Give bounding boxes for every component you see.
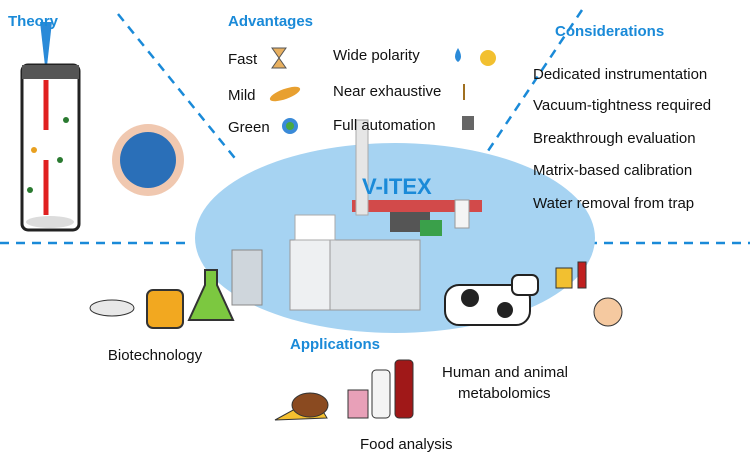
application: Biotechnology <box>108 347 203 364</box>
advantage: Mild <box>228 87 256 104</box>
advantage-icons <box>269 47 496 134</box>
section-title: Applications <box>290 336 380 353</box>
metabolomics-icons <box>444 261 623 327</box>
consideration: Matrix-based calibration <box>533 162 692 179</box>
biotech-icons <box>89 269 235 329</box>
advantage: Green <box>228 119 270 136</box>
application: Human and animal <box>442 364 568 381</box>
consideration: Breakthrough evaluation <box>533 130 696 147</box>
instrument <box>231 119 482 311</box>
advantage: Near exhaustive <box>333 83 441 100</box>
section-title: Considerations <box>555 23 664 40</box>
application: metabolomics <box>458 385 551 402</box>
divider <box>480 9 584 161</box>
consideration: Water removal from trap <box>533 195 694 212</box>
section-title: Advantages <box>228 13 313 30</box>
center-label: V-ITEX <box>362 174 432 199</box>
advantage: Wide polarity <box>333 47 420 64</box>
advantage: Full automation <box>333 117 436 134</box>
advantage: Fast <box>228 51 258 68</box>
section-title: Theory <box>8 13 59 30</box>
consideration: Dedicated instrumentation <box>533 66 707 83</box>
application: Food analysis <box>360 436 453 453</box>
food-icons <box>274 359 414 421</box>
consideration: Vacuum-tightness required <box>533 97 711 114</box>
theory-illustration <box>20 22 184 232</box>
